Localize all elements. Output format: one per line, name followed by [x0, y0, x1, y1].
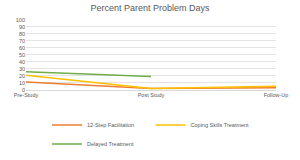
svg-text:20: 20	[19, 73, 25, 79]
svg-text:70: 70	[19, 38, 25, 44]
svg-text:0: 0	[22, 87, 25, 93]
svg-text:100: 100	[16, 17, 25, 23]
svg-text:Coping Skills Treatment: Coping Skills Treatment	[191, 122, 250, 128]
svg-text:10: 10	[19, 80, 25, 86]
svg-text:30: 30	[19, 66, 25, 72]
svg-text:40: 40	[19, 59, 25, 65]
svg-text:80: 80	[19, 31, 25, 37]
svg-text:Delayed Treatment: Delayed Treatment	[87, 141, 134, 147]
svg-text:Post Study: Post Study	[138, 92, 165, 98]
svg-text:90: 90	[19, 24, 25, 30]
svg-text:12-Step Facilitation: 12-Step Facilitation	[87, 122, 134, 128]
svg-text:Follow-Up: Follow-Up	[264, 92, 289, 98]
svg-text:Percent Parent Problem Days: Percent Parent Problem Days	[90, 3, 210, 13]
svg-text:60: 60	[19, 45, 25, 51]
svg-text:Pre-Study: Pre-Study	[14, 92, 39, 98]
svg-text:50: 50	[19, 52, 25, 58]
